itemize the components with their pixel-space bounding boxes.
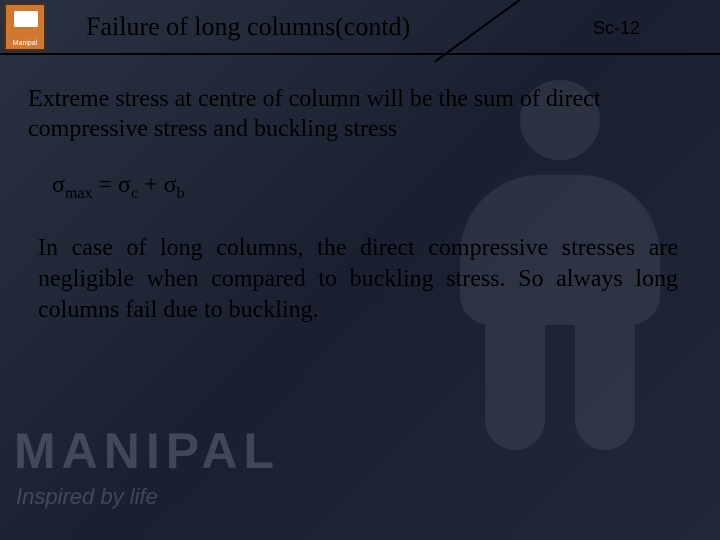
- subscript-c: c: [131, 185, 138, 202]
- paragraph-2: In case of long columns, the direct comp…: [28, 233, 692, 327]
- slide-number: Sc-12: [593, 18, 640, 39]
- subscript-max: max: [65, 185, 93, 202]
- sigma-symbol: σ: [118, 172, 131, 198]
- sigma-symbol: σ: [52, 172, 65, 198]
- slide-title: Failure of long columns(contd): [86, 12, 410, 42]
- manipal-logo: [4, 3, 46, 51]
- watermark-brand: MANIPAL: [14, 422, 280, 480]
- equals: =: [92, 172, 118, 198]
- sigma-symbol: σ: [164, 172, 177, 198]
- plus: +: [138, 172, 164, 198]
- paragraph-1: Extreme stress at centre of column will …: [28, 84, 692, 144]
- subscript-b: b: [177, 185, 185, 202]
- slide-header: Failure of long columns(contd) Sc-12: [0, 0, 720, 54]
- slide-content: Extreme stress at centre of column will …: [0, 54, 720, 326]
- watermark-tagline: Inspired by life: [16, 484, 158, 510]
- formula-sigma-max: σmax = σc + σb: [52, 172, 692, 203]
